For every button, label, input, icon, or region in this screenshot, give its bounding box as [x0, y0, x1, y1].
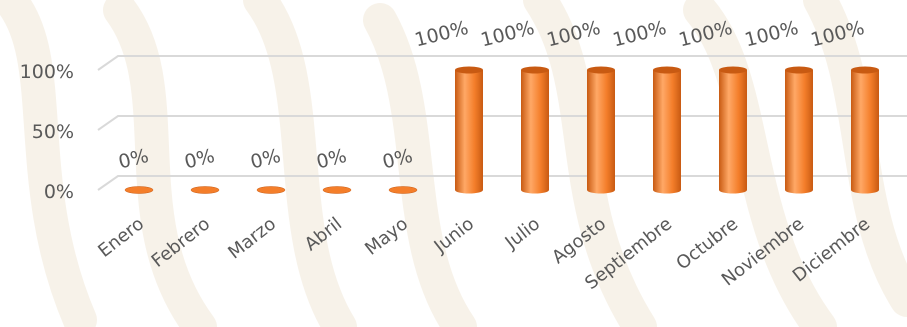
bar	[587, 66, 615, 194]
bar-body	[719, 70, 747, 194]
bar	[455, 66, 483, 194]
data-label: 0%	[314, 145, 349, 174]
bar	[124, 186, 154, 194]
bar-cap	[322, 186, 352, 194]
bar-cap	[785, 66, 813, 74]
x-tick-label: Marzo	[224, 213, 280, 263]
bar-cap	[256, 186, 286, 194]
y-tick-label: 100%	[20, 61, 74, 83]
bar-cap	[719, 66, 747, 74]
watermark-stroke	[243, 0, 357, 327]
bar-cap	[455, 66, 483, 74]
data-label: 0%	[182, 145, 217, 174]
y-tick-label: 50%	[32, 121, 74, 143]
gridline	[97, 115, 907, 131]
bar-cap	[851, 66, 879, 74]
bar	[785, 66, 813, 194]
bar-body	[521, 70, 549, 194]
bar	[653, 66, 681, 194]
data-label: 100%	[611, 17, 669, 51]
bar-body	[653, 70, 681, 194]
data-label: 100%	[479, 17, 537, 51]
gridline	[97, 55, 907, 71]
y-tick-label: 0%	[44, 181, 74, 203]
bars	[124, 66, 879, 194]
bar-cap	[388, 186, 418, 194]
x-tick-label: Enero	[94, 213, 148, 261]
watermark-stroke	[103, 0, 217, 327]
x-tick-label: Mayo	[361, 213, 412, 259]
bar	[719, 66, 747, 194]
gridlines	[97, 55, 907, 191]
watermark-stroke	[0, 0, 97, 327]
bar	[190, 186, 220, 194]
bar-cap	[653, 66, 681, 74]
data-label: 100%	[743, 17, 801, 51]
bar-body	[455, 70, 483, 194]
bar-body	[851, 70, 879, 194]
bar-body	[587, 70, 615, 194]
data-label: 0%	[248, 145, 283, 174]
watermark-stroke	[523, 0, 657, 327]
bar	[322, 186, 352, 194]
bar-body	[785, 70, 813, 194]
bar-cap	[521, 66, 549, 74]
y-axis-ticks: 0% 50% 100%	[20, 61, 74, 203]
watermark-stroke	[363, 3, 477, 327]
bar	[521, 66, 549, 194]
x-tick-label: Julio	[501, 213, 544, 253]
bar-cap	[124, 186, 154, 194]
data-label: 100%	[413, 17, 471, 51]
bar-cap	[587, 66, 615, 74]
watermark-stroke	[683, 0, 837, 327]
bar	[388, 186, 418, 194]
bar	[851, 66, 879, 194]
gridline	[97, 175, 907, 191]
bar-cap	[190, 186, 220, 194]
bar	[256, 186, 286, 194]
